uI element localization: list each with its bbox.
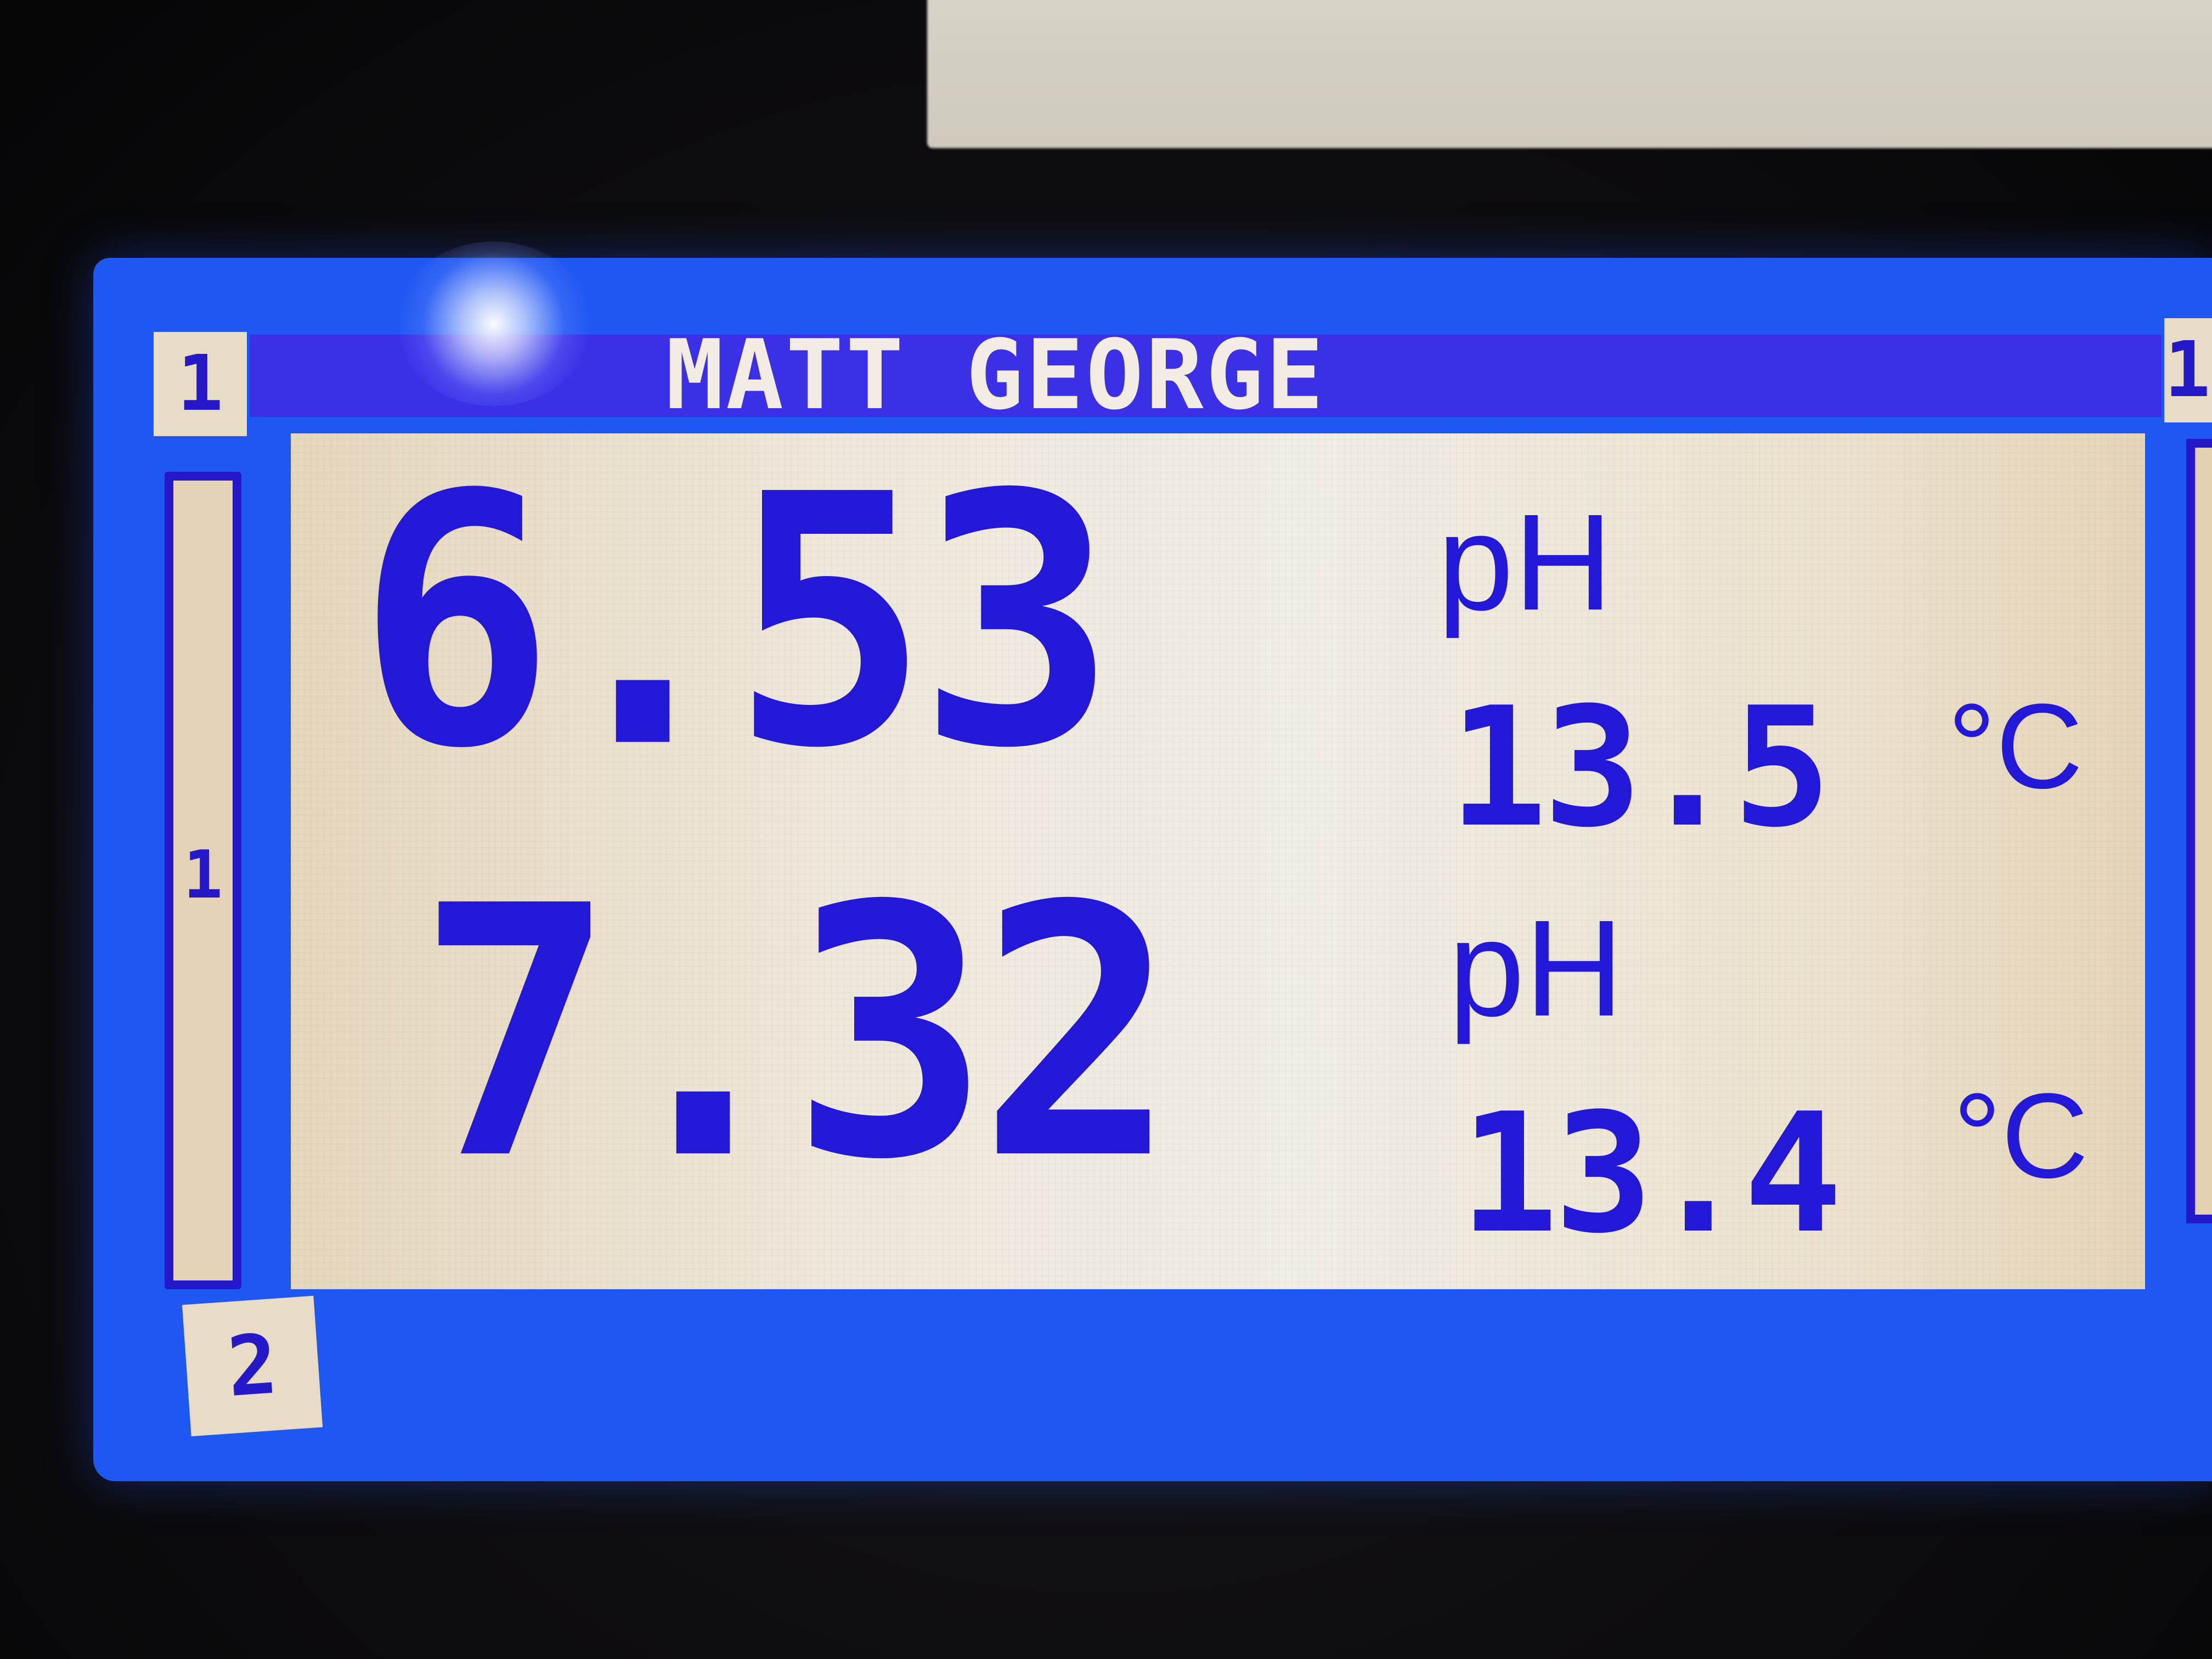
temperature-unit-1: °C — [1948, 679, 2083, 814]
ph-reading-2: 7.32 — [417, 832, 1177, 1235]
right-side-bar — [2186, 439, 2212, 1223]
ph-reading-1: 6.53 — [357, 421, 1116, 824]
temperature-reading-1: 13.5 — [1448, 672, 1831, 864]
temperature-reading-2: 13.4 — [1459, 1078, 1842, 1269]
channel-side-label: 1 — [183, 837, 223, 913]
channel-side-bar: 1 — [165, 472, 241, 1289]
background-paper-label — [927, 0, 2212, 148]
channel-indicator-right: 1 — [2164, 318, 2212, 422]
background-red-logo — [22, 0, 735, 88]
ph-unit-1: pH — [1437, 486, 1613, 639]
header-bar: MATT GEORGE — [250, 320, 2162, 431]
channel-indicator-bottom: 2 — [182, 1295, 323, 1437]
display-title: MATT GEORGE — [665, 320, 1326, 431]
temperature-unit-2: °C — [1953, 1068, 2089, 1203]
reading-panel — [291, 433, 2145, 1289]
ph-unit-2: pH — [1448, 891, 1624, 1045]
channel-indicator-top: 1 — [154, 332, 247, 436]
